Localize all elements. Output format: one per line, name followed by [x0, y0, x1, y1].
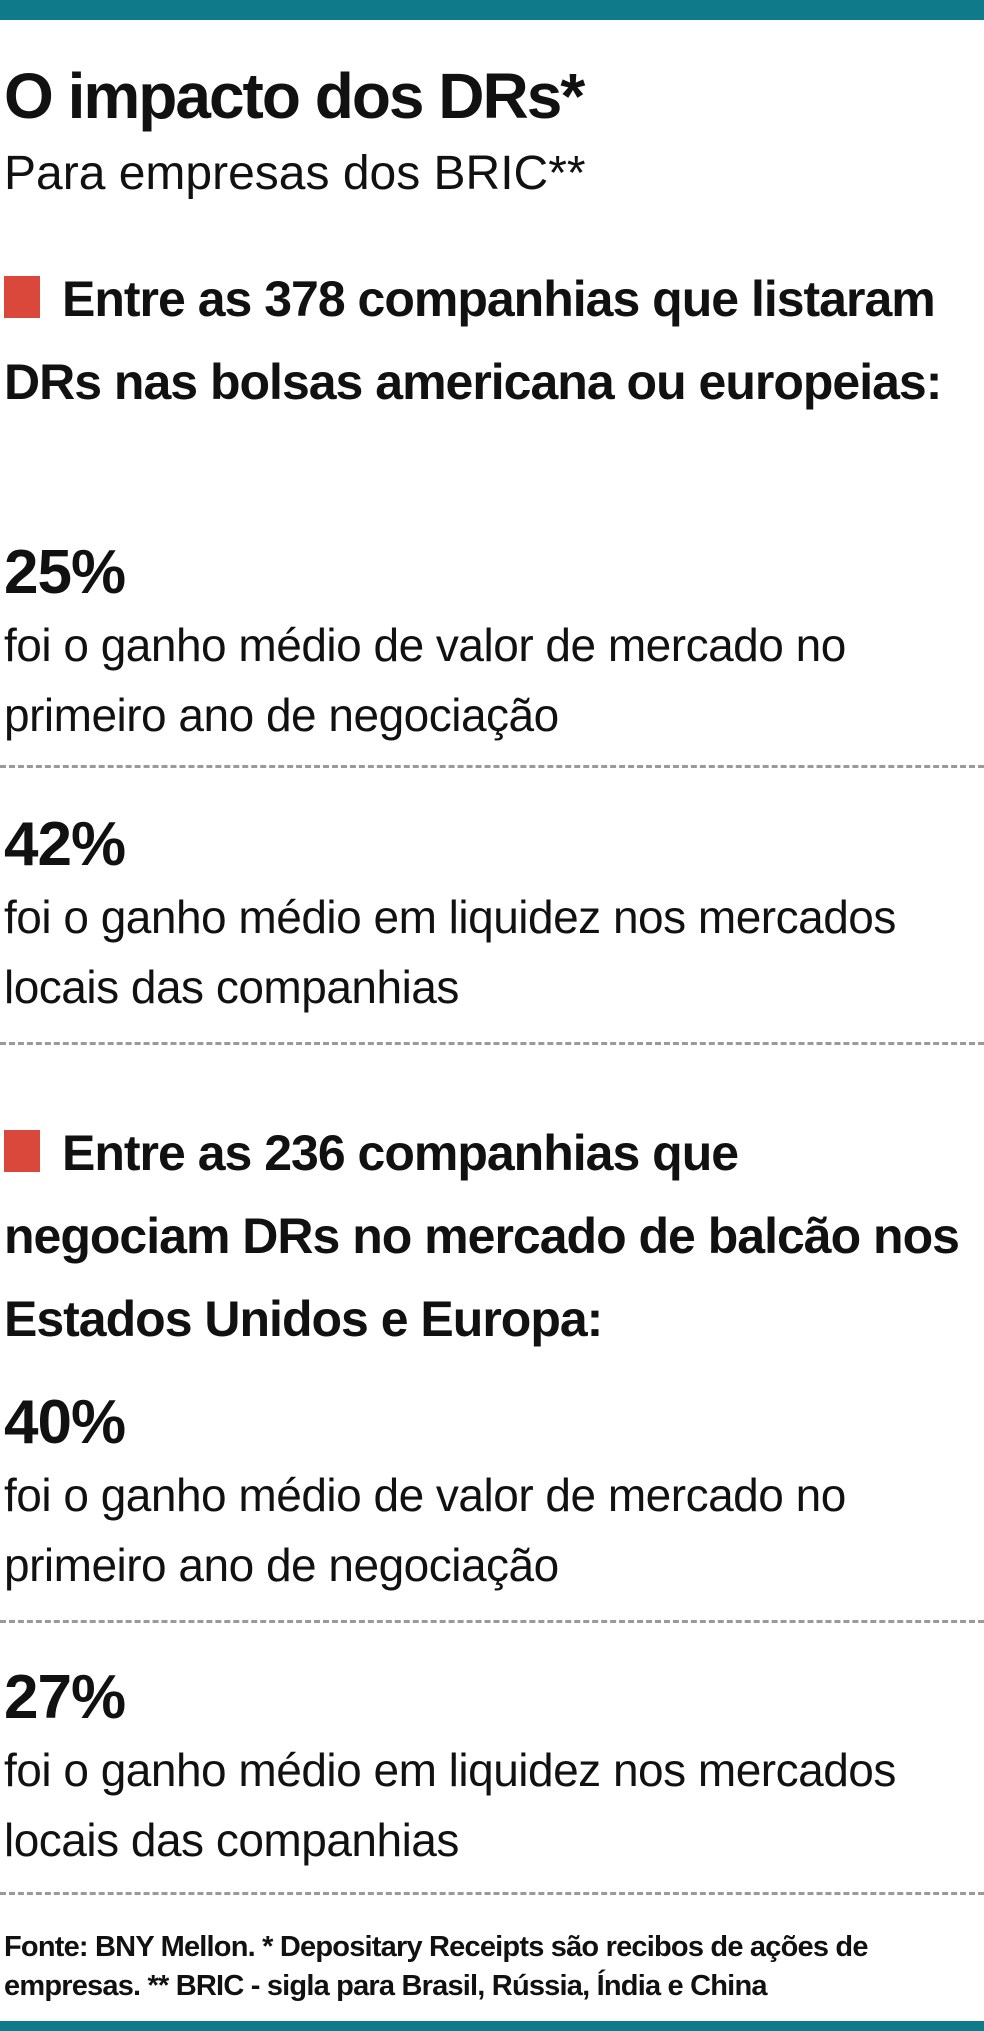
section-heading-listed: Entre as 378 companhias que listaram DRs… — [4, 258, 974, 424]
stat-value: 42% — [4, 810, 126, 879]
dashed-divider — [0, 1042, 984, 1045]
dashed-divider — [0, 1892, 984, 1895]
infographic-title: O impacto dos DRs* — [4, 60, 585, 132]
red-square-marker-icon — [4, 276, 40, 318]
stat-description: foi o ganho médio de valor de mercado no… — [4, 1469, 846, 1591]
section-heading-text: Entre as 378 companhias que listaram DRs… — [4, 271, 942, 410]
bottom-accent-bar — [0, 2021, 984, 2031]
stat-value: 40% — [4, 1388, 126, 1457]
stat-value: 25% — [4, 538, 126, 607]
stat-description: foi o ganho médio em liquidez nos mercad… — [4, 1744, 896, 1866]
stat-value: 27% — [4, 1663, 126, 1732]
stat-description: foi o ganho médio de valor de mercado no… — [4, 619, 846, 741]
section-heading-otc: Entre as 236 companhias que negociam DRs… — [4, 1112, 974, 1361]
top-accent-bar — [0, 0, 984, 20]
section-heading-text: Entre as 236 companhias que negociam DRs… — [4, 1125, 960, 1347]
source-footnote: Fonte: BNY Mellon. * Depositary Receipts… — [4, 1931, 868, 2002]
red-square-marker-icon — [4, 1130, 40, 1172]
dashed-divider — [0, 765, 984, 768]
dashed-divider — [0, 1620, 984, 1623]
infographic-subtitle: Para empresas dos BRIC** — [4, 147, 586, 200]
stat-description: foi o ganho médio em liquidez nos mercad… — [4, 891, 896, 1013]
